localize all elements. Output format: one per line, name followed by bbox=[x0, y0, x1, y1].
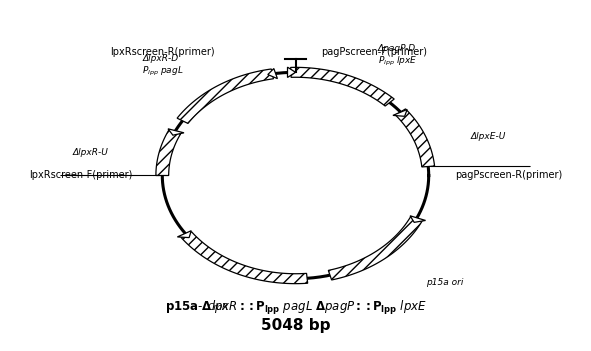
Polygon shape bbox=[395, 109, 434, 167]
Polygon shape bbox=[329, 217, 422, 280]
Text: ΔpagP-D
$P_{lpp}$ lpxE: ΔpagP-D $P_{lpp}$ lpxE bbox=[378, 44, 417, 68]
Text: ΔlpxR-U: ΔlpxR-U bbox=[73, 148, 108, 157]
Text: CmR: CmR bbox=[207, 303, 229, 312]
Polygon shape bbox=[287, 67, 296, 78]
Polygon shape bbox=[410, 216, 426, 222]
Polygon shape bbox=[168, 129, 184, 135]
Polygon shape bbox=[268, 68, 277, 79]
Text: lpxRscreen-R(primer): lpxRscreen-R(primer) bbox=[110, 47, 215, 57]
Text: pagPscreen-R(primer): pagPscreen-R(primer) bbox=[454, 171, 562, 180]
Polygon shape bbox=[177, 69, 274, 124]
Polygon shape bbox=[291, 67, 394, 106]
Text: p15a ori: p15a ori bbox=[426, 278, 463, 286]
Polygon shape bbox=[181, 232, 308, 284]
Polygon shape bbox=[177, 231, 191, 238]
Text: 5048 bp: 5048 bp bbox=[261, 318, 330, 333]
Text: $\mathbf{p15a\text{-}\Delta\mathit{lpxR}::P_{lpp}\ \mathit{pagL}\ \Delta\mathit{: $\mathbf{p15a\text{-}\Delta\mathit{lpxR}… bbox=[164, 299, 427, 317]
Text: ΔlpxE-U: ΔlpxE-U bbox=[471, 132, 506, 141]
Text: pagPscreen-F(primer): pagPscreen-F(primer) bbox=[322, 47, 427, 57]
Text: lpxRscreen-F(primer): lpxRscreen-F(primer) bbox=[29, 171, 132, 180]
Text: ΔlpxR-D
$P_{lpp}$ pagL: ΔlpxR-D $P_{lpp}$ pagL bbox=[142, 54, 184, 78]
Polygon shape bbox=[156, 130, 181, 176]
Polygon shape bbox=[393, 110, 407, 116]
